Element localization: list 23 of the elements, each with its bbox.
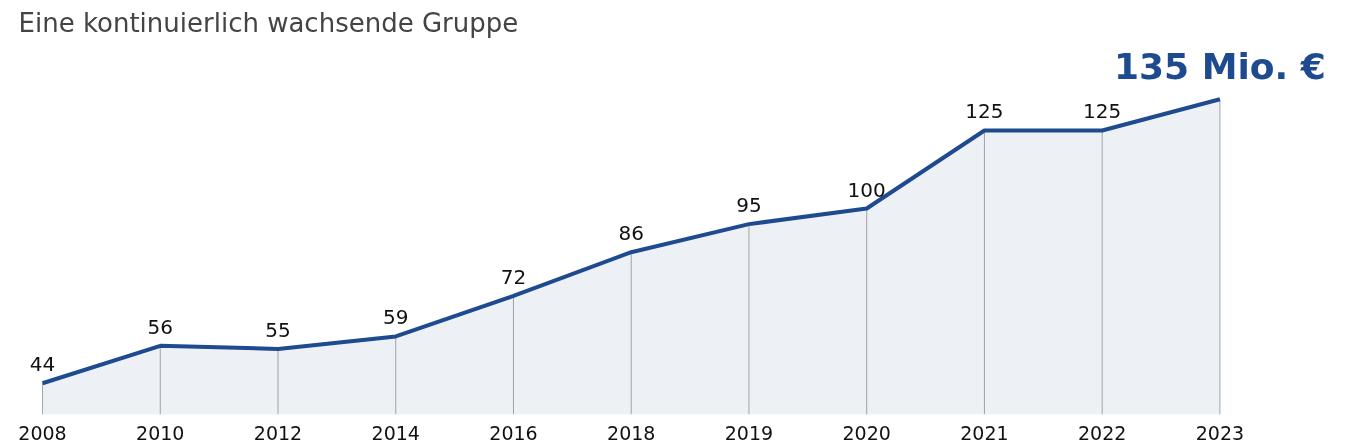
x-tick-label: 2021	[960, 421, 1009, 442]
data-label: 55	[265, 317, 291, 342]
x-tick-label: 2016	[489, 421, 538, 442]
x-tick-label: 2023	[1195, 421, 1245, 442]
data-label: 125	[965, 99, 1004, 124]
x-tick-label: 2012	[253, 421, 303, 442]
x-tick-label: 2019	[724, 421, 774, 442]
data-label: 125	[1083, 99, 1122, 124]
data-label: 59	[383, 305, 409, 330]
x-tick-label: 2018	[607, 421, 656, 442]
data-label: 72	[500, 264, 527, 289]
x-tick-label: 2014	[371, 421, 420, 442]
data-label: 86	[618, 221, 644, 246]
chart-title: Eine kontinuierlich wachsende Gruppe	[18, 7, 519, 38]
data-label: 44	[29, 352, 56, 377]
x-tick-label: 2010	[136, 421, 185, 442]
data-label: 135 Mio. €	[1114, 46, 1326, 88]
data-label: 56	[147, 314, 173, 339]
x-tick-label: 2022	[1078, 421, 1127, 442]
x-tick-label: 2008	[18, 421, 67, 442]
x-tick-label: 2020	[842, 421, 891, 442]
data-label: 100	[847, 177, 886, 202]
data-label: 95	[736, 193, 762, 218]
